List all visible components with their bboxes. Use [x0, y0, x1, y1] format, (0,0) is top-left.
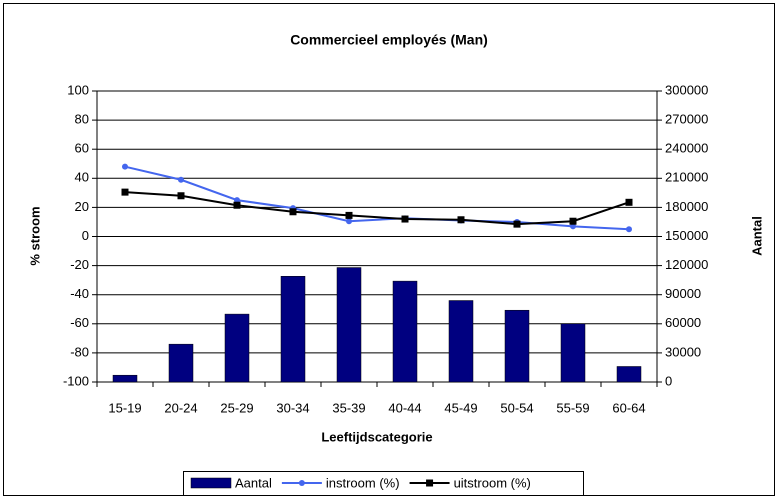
legend-marker: [426, 479, 434, 487]
chart-title: Commercieel employés (Man): [290, 32, 488, 48]
line-marker: [177, 192, 185, 200]
bar: [504, 309, 530, 383]
y2-tick-label: 90000: [665, 286, 701, 301]
line: [124, 165, 630, 231]
x-tick-label: 45-49: [444, 400, 477, 415]
y2-tick-label: 30000: [665, 344, 701, 359]
legend-swatch: [190, 477, 232, 489]
y2-tick-label: 0: [665, 373, 672, 388]
bar: [448, 300, 474, 383]
y2-tick-label: 270000: [665, 112, 708, 127]
legend-label: uitstroom (%): [454, 475, 531, 490]
x-tick-label: 55-59: [556, 400, 589, 415]
x-tick-label: 60-64: [612, 400, 645, 415]
bar: [392, 280, 418, 383]
line-marker: [569, 217, 577, 225]
line-marker: [122, 163, 128, 170]
y2-tick-label: 180000: [665, 199, 708, 214]
bar: [168, 343, 194, 383]
y-tick-label: 40: [75, 170, 89, 185]
y-axis-title: % stroom: [27, 206, 42, 265]
y2-tick-label: 240000: [665, 141, 708, 156]
line-marker: [345, 211, 353, 219]
y-tick-label: -40: [70, 286, 89, 301]
y-tick-label: -100: [63, 373, 89, 388]
y2-tick-label: 210000: [665, 170, 708, 185]
line-marker: [233, 201, 241, 209]
line-marker: [289, 208, 297, 216]
chart-border: [3, 3, 775, 496]
y2-tick-label: 60000: [665, 315, 701, 330]
y-tick-label: 20: [75, 199, 89, 214]
x-tick-label: 50-54: [500, 400, 533, 415]
line-marker: [346, 218, 352, 225]
y-tick-label: -80: [70, 344, 89, 359]
line-marker: [234, 197, 240, 204]
line-marker: [625, 198, 633, 206]
legend-box: [183, 471, 584, 496]
y2-tick-label: 150000: [665, 228, 708, 243]
bar: [112, 374, 138, 383]
y-tick-label: -20: [70, 257, 89, 272]
bar: [224, 313, 250, 383]
x-tick-label: 35-39: [332, 400, 365, 415]
legend-label: instroom (%): [326, 475, 400, 490]
y2-tick-label: 120000: [665, 257, 708, 272]
bar: [616, 366, 642, 383]
bar: [336, 267, 362, 383]
line-marker: [570, 223, 576, 230]
x-tick-label: 25-29: [220, 400, 253, 415]
y2-tick-label: 300000: [665, 82, 708, 97]
legend-marker: [298, 480, 305, 486]
bar: [560, 323, 586, 383]
line-marker: [121, 188, 129, 196]
x-tick-label: 15-19: [108, 400, 141, 415]
line: [124, 191, 630, 226]
y-tick-label: 0: [82, 228, 89, 243]
y2-axis-title: Aantal: [749, 216, 764, 256]
line-marker: [457, 216, 465, 224]
y-tick-label: -60: [70, 315, 89, 330]
line-marker: [513, 220, 521, 228]
legend-label: Aantal: [235, 475, 272, 490]
line-marker: [626, 226, 632, 233]
y-tick-label: 60: [75, 141, 89, 156]
line-marker: [178, 176, 184, 183]
x-tick-label: 40-44: [388, 400, 421, 415]
line-marker: [401, 215, 409, 223]
x-axis-title: Leeftijdscategorie: [321, 429, 432, 444]
y-tick-label: 80: [75, 112, 89, 127]
x-tick-label: 20-24: [164, 400, 197, 415]
bar: [280, 276, 306, 383]
y-tick-label: 100: [67, 82, 89, 97]
x-tick-label: 30-34: [276, 400, 309, 415]
